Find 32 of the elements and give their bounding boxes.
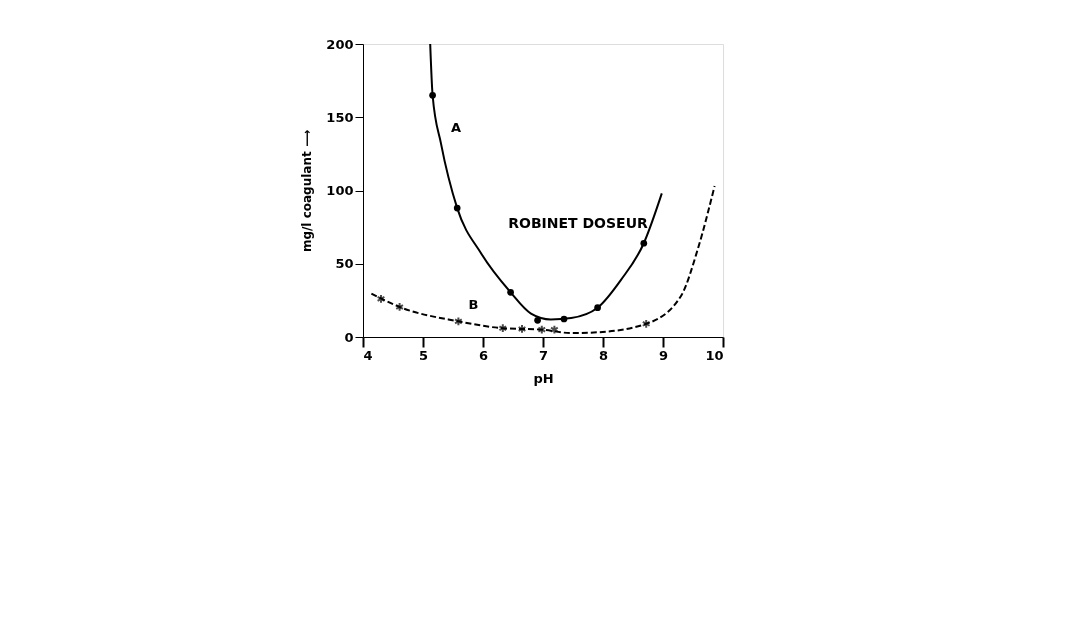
point xyxy=(560,315,568,323)
series-label: A xyxy=(451,119,462,135)
x-axis-title: pH xyxy=(533,370,554,386)
point xyxy=(453,204,461,212)
annotation: ROBINET DOSEUR xyxy=(508,215,649,231)
x-tick-label: 5 xyxy=(418,347,429,363)
y-tick-label: 0 xyxy=(344,329,354,345)
y-tick-label: 150 xyxy=(326,109,354,125)
point xyxy=(395,302,404,312)
series-label: B xyxy=(468,297,479,313)
x-tick-label: 6 xyxy=(478,347,489,363)
point xyxy=(534,316,541,324)
point xyxy=(640,239,648,247)
point xyxy=(507,288,514,296)
x-tick-label: 7 xyxy=(538,347,549,363)
point xyxy=(537,324,547,335)
x-tick-label: 8 xyxy=(598,347,609,363)
point xyxy=(454,316,463,327)
y-tick-label: 200 xyxy=(326,36,354,52)
point xyxy=(594,304,601,312)
y-tick-label: 50 xyxy=(335,256,354,272)
point xyxy=(517,324,527,334)
y-tick-label: 100 xyxy=(326,183,354,198)
x-tick-label: 10 xyxy=(705,347,724,363)
x-tick-label: 9 xyxy=(658,347,669,363)
line-series xyxy=(370,185,716,335)
x-tick-label: 4 xyxy=(363,347,373,363)
point xyxy=(376,294,386,304)
point xyxy=(550,324,559,335)
point xyxy=(429,91,436,99)
y-axis-title: mg/l coagulant ⟶ xyxy=(300,129,315,253)
line-series xyxy=(429,44,663,321)
